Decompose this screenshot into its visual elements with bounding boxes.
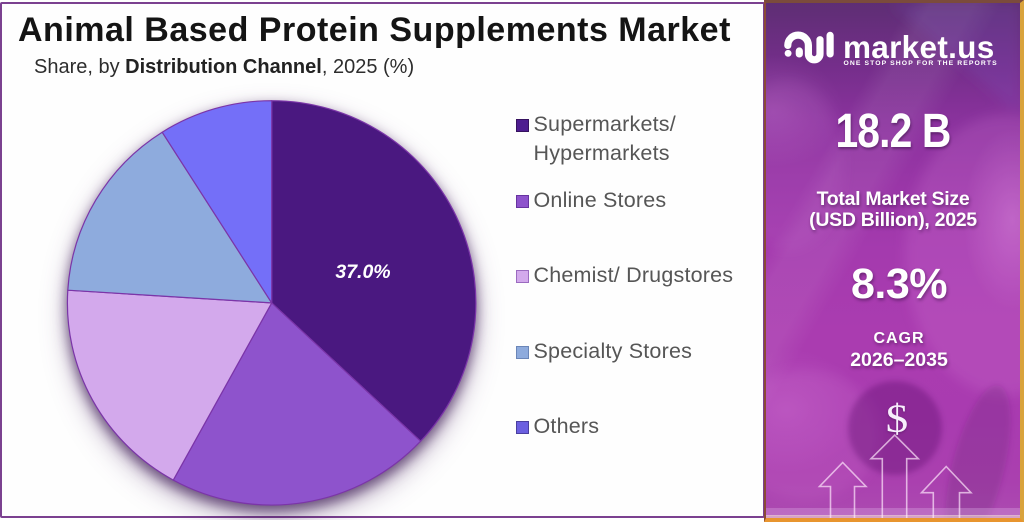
svg-text:37.0%: 37.0% (335, 261, 390, 283)
